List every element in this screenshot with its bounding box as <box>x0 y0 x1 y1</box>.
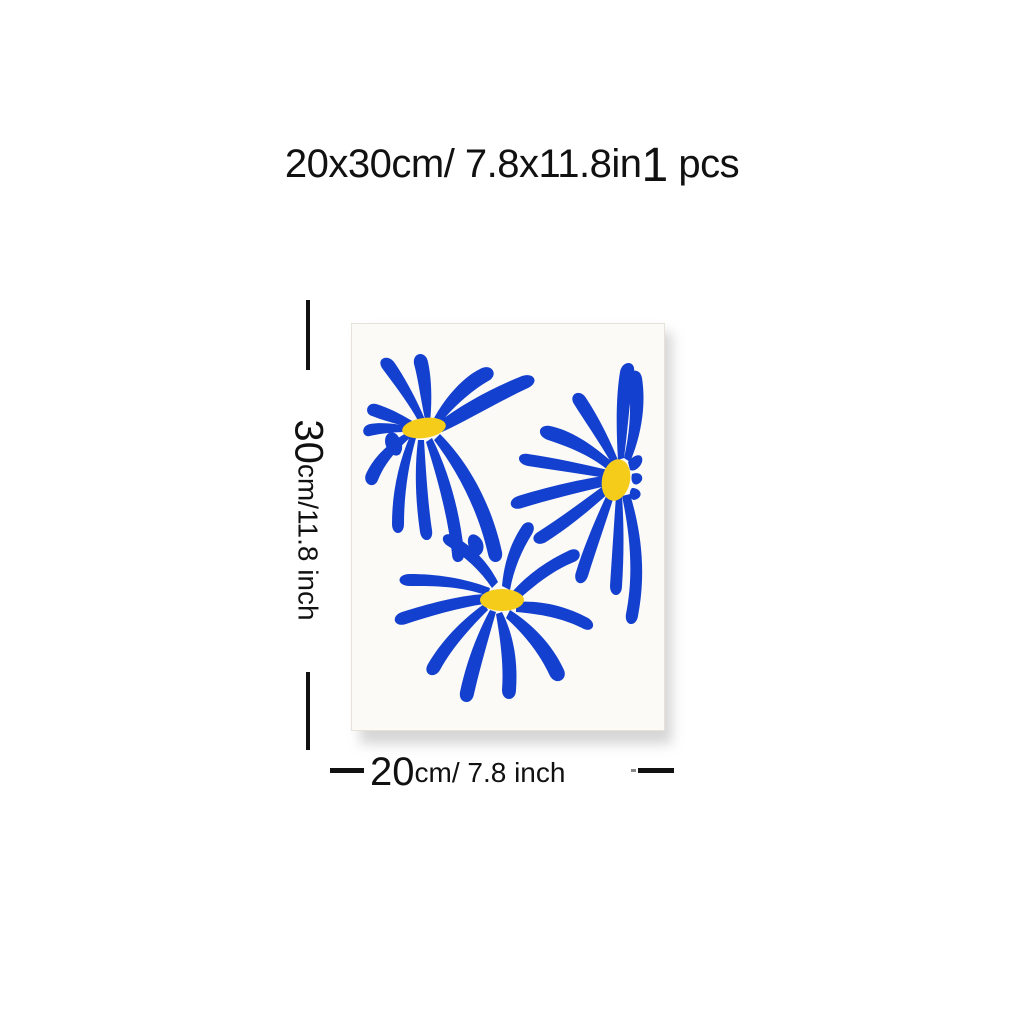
width-line-left <box>330 768 364 773</box>
quantity-number: 1 <box>641 139 669 192</box>
width-line-right <box>638 768 674 773</box>
height-number: 30 <box>286 419 331 464</box>
quantity-unit: pcs <box>667 142 740 186</box>
height-line-bottom <box>306 672 310 750</box>
small-mark <box>631 769 636 772</box>
width-number: 20 <box>370 750 415 794</box>
height-unit: cm/11.8 inch <box>292 463 324 621</box>
flower-center-bottom <box>480 589 524 611</box>
flower-center-top-left <box>402 417 446 439</box>
height-dimension-label: 30cm/11.8 inch <box>287 419 331 621</box>
size-text: 20x30cm/ 7.8x11.8in <box>284 142 642 186</box>
artwork-print <box>352 324 664 730</box>
height-line-top <box>306 300 310 370</box>
flower-center-right <box>601 459 631 501</box>
width-unit: cm/ 7.8 inch <box>414 757 566 788</box>
size-headline: 20x30cm/ 7.8x11.8in1 pcs <box>0 140 1024 190</box>
width-dimension-label: 20cm/ 7.8 inch <box>370 752 565 793</box>
flower-centers <box>402 417 631 611</box>
flower-petals <box>363 353 644 703</box>
flower-illustration <box>363 353 644 703</box>
